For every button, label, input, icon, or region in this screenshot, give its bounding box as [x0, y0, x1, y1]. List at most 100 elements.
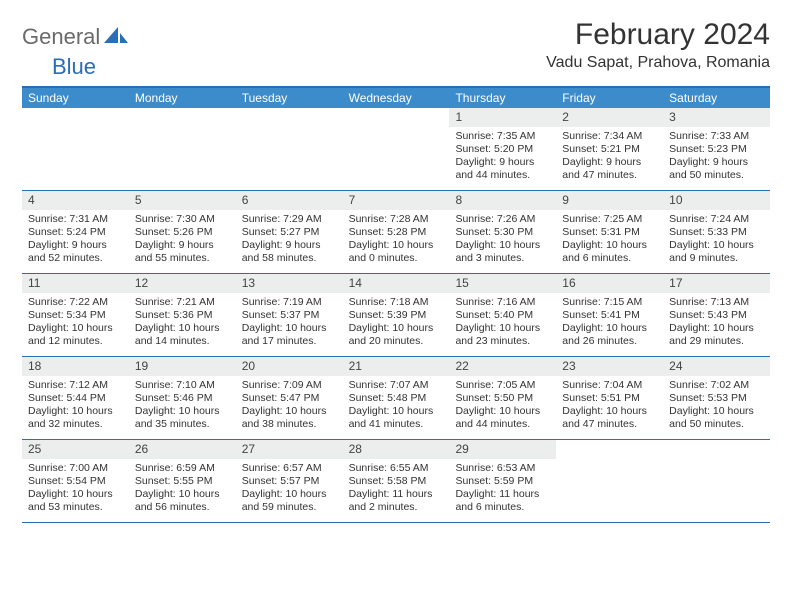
dow-saturday: Saturday	[663, 88, 770, 108]
day-daylight1: Daylight: 9 hours	[242, 239, 337, 252]
day-sunset: Sunset: 5:53 PM	[669, 392, 764, 405]
day-sunset: Sunset: 5:21 PM	[562, 143, 657, 156]
month-title: February 2024	[546, 18, 770, 52]
day-daylight2: and 55 minutes.	[135, 252, 230, 265]
week-row: 11Sunrise: 7:22 AMSunset: 5:34 PMDayligh…	[22, 274, 770, 357]
day-daylight2: and 23 minutes.	[455, 335, 550, 348]
day-number	[129, 108, 236, 127]
day-sunrise: Sunrise: 7:21 AM	[135, 296, 230, 309]
day-body: Sunrise: 7:05 AMSunset: 5:50 PMDaylight:…	[449, 376, 556, 436]
day-number	[663, 440, 770, 459]
day-cell: 24Sunrise: 7:02 AMSunset: 5:53 PMDayligh…	[663, 357, 770, 439]
day-number: 6	[236, 191, 343, 210]
day-daylight2: and 50 minutes.	[669, 169, 764, 182]
day-number	[236, 108, 343, 127]
week-row: 18Sunrise: 7:12 AMSunset: 5:44 PMDayligh…	[22, 357, 770, 440]
day-daylight2: and 47 minutes.	[562, 169, 657, 182]
day-daylight2: and 32 minutes.	[28, 418, 123, 431]
day-body: Sunrise: 7:35 AMSunset: 5:20 PMDaylight:…	[449, 127, 556, 187]
day-sunrise: Sunrise: 7:00 AM	[28, 462, 123, 475]
day-sunset: Sunset: 5:58 PM	[349, 475, 444, 488]
day-body: Sunrise: 7:25 AMSunset: 5:31 PMDaylight:…	[556, 210, 663, 270]
day-sunset: Sunset: 5:55 PM	[135, 475, 230, 488]
day-number: 7	[343, 191, 450, 210]
day-of-week-header: Sunday Monday Tuesday Wednesday Thursday…	[22, 88, 770, 108]
logo-text-general: General	[22, 24, 100, 50]
day-daylight1: Daylight: 10 hours	[242, 405, 337, 418]
day-cell: 3Sunrise: 7:33 AMSunset: 5:23 PMDaylight…	[663, 108, 770, 190]
day-daylight1: Daylight: 10 hours	[28, 488, 123, 501]
day-body: Sunrise: 7:18 AMSunset: 5:39 PMDaylight:…	[343, 293, 450, 353]
day-body: Sunrise: 7:33 AMSunset: 5:23 PMDaylight:…	[663, 127, 770, 187]
day-daylight2: and 2 minutes.	[349, 501, 444, 514]
day-number	[343, 108, 450, 127]
title-block: February 2024 Vadu Sapat, Prahova, Roman…	[546, 18, 770, 72]
day-sunset: Sunset: 5:23 PM	[669, 143, 764, 156]
day-sunrise: Sunrise: 7:13 AM	[669, 296, 764, 309]
day-cell: 16Sunrise: 7:15 AMSunset: 5:41 PMDayligh…	[556, 274, 663, 356]
day-cell: 9Sunrise: 7:25 AMSunset: 5:31 PMDaylight…	[556, 191, 663, 273]
day-sunset: Sunset: 5:27 PM	[242, 226, 337, 239]
day-cell: 23Sunrise: 7:04 AMSunset: 5:51 PMDayligh…	[556, 357, 663, 439]
day-sunset: Sunset: 5:57 PM	[242, 475, 337, 488]
day-number: 21	[343, 357, 450, 376]
week-row: 25Sunrise: 7:00 AMSunset: 5:54 PMDayligh…	[22, 440, 770, 523]
day-daylight2: and 38 minutes.	[242, 418, 337, 431]
day-daylight2: and 53 minutes.	[28, 501, 123, 514]
day-number: 4	[22, 191, 129, 210]
day-daylight1: Daylight: 10 hours	[562, 405, 657, 418]
day-daylight1: Daylight: 10 hours	[455, 239, 550, 252]
day-sunrise: Sunrise: 7:26 AM	[455, 213, 550, 226]
day-cell	[556, 440, 663, 522]
day-cell: 12Sunrise: 7:21 AMSunset: 5:36 PMDayligh…	[129, 274, 236, 356]
day-sunset: Sunset: 5:54 PM	[28, 475, 123, 488]
day-cell: 19Sunrise: 7:10 AMSunset: 5:46 PMDayligh…	[129, 357, 236, 439]
day-cell	[236, 108, 343, 190]
day-daylight1: Daylight: 10 hours	[562, 322, 657, 335]
day-daylight1: Daylight: 10 hours	[349, 322, 444, 335]
day-sunrise: Sunrise: 7:19 AM	[242, 296, 337, 309]
day-sunset: Sunset: 5:44 PM	[28, 392, 123, 405]
day-daylight1: Daylight: 10 hours	[669, 405, 764, 418]
day-sunrise: Sunrise: 7:16 AM	[455, 296, 550, 309]
day-daylight2: and 26 minutes.	[562, 335, 657, 348]
day-daylight1: Daylight: 10 hours	[455, 405, 550, 418]
day-number: 15	[449, 274, 556, 293]
page-header: General February 2024 Vadu Sapat, Prahov…	[22, 18, 770, 72]
day-sunset: Sunset: 5:31 PM	[562, 226, 657, 239]
day-daylight2: and 3 minutes.	[455, 252, 550, 265]
day-body: Sunrise: 7:30 AMSunset: 5:26 PMDaylight:…	[129, 210, 236, 270]
day-body: Sunrise: 6:59 AMSunset: 5:55 PMDaylight:…	[129, 459, 236, 519]
day-daylight1: Daylight: 10 hours	[562, 239, 657, 252]
day-sunset: Sunset: 5:20 PM	[455, 143, 550, 156]
day-body: Sunrise: 7:24 AMSunset: 5:33 PMDaylight:…	[663, 210, 770, 270]
day-daylight2: and 52 minutes.	[28, 252, 123, 265]
day-number: 8	[449, 191, 556, 210]
day-daylight2: and 58 minutes.	[242, 252, 337, 265]
day-daylight1: Daylight: 10 hours	[135, 405, 230, 418]
day-number: 19	[129, 357, 236, 376]
day-cell: 15Sunrise: 7:16 AMSunset: 5:40 PMDayligh…	[449, 274, 556, 356]
day-body: Sunrise: 7:12 AMSunset: 5:44 PMDaylight:…	[22, 376, 129, 436]
day-number: 1	[449, 108, 556, 127]
day-daylight2: and 29 minutes.	[669, 335, 764, 348]
day-daylight1: Daylight: 10 hours	[669, 322, 764, 335]
day-sunset: Sunset: 5:51 PM	[562, 392, 657, 405]
location-text: Vadu Sapat, Prahova, Romania	[546, 54, 770, 72]
day-sunrise: Sunrise: 7:15 AM	[562, 296, 657, 309]
week-row: 4Sunrise: 7:31 AMSunset: 5:24 PMDaylight…	[22, 191, 770, 274]
day-sunset: Sunset: 5:48 PM	[349, 392, 444, 405]
weeks-container: 1Sunrise: 7:35 AMSunset: 5:20 PMDaylight…	[22, 108, 770, 523]
day-cell: 27Sunrise: 6:57 AMSunset: 5:57 PMDayligh…	[236, 440, 343, 522]
calendar-page: General February 2024 Vadu Sapat, Prahov…	[0, 0, 792, 533]
day-cell: 1Sunrise: 7:35 AMSunset: 5:20 PMDaylight…	[449, 108, 556, 190]
day-sunset: Sunset: 5:47 PM	[242, 392, 337, 405]
day-cell: 29Sunrise: 6:53 AMSunset: 5:59 PMDayligh…	[449, 440, 556, 522]
day-cell: 25Sunrise: 7:00 AMSunset: 5:54 PMDayligh…	[22, 440, 129, 522]
day-sunrise: Sunrise: 7:02 AM	[669, 379, 764, 392]
day-sunset: Sunset: 5:46 PM	[135, 392, 230, 405]
day-number: 2	[556, 108, 663, 127]
day-cell: 11Sunrise: 7:22 AMSunset: 5:34 PMDayligh…	[22, 274, 129, 356]
day-body: Sunrise: 6:55 AMSunset: 5:58 PMDaylight:…	[343, 459, 450, 519]
day-daylight2: and 44 minutes.	[455, 418, 550, 431]
